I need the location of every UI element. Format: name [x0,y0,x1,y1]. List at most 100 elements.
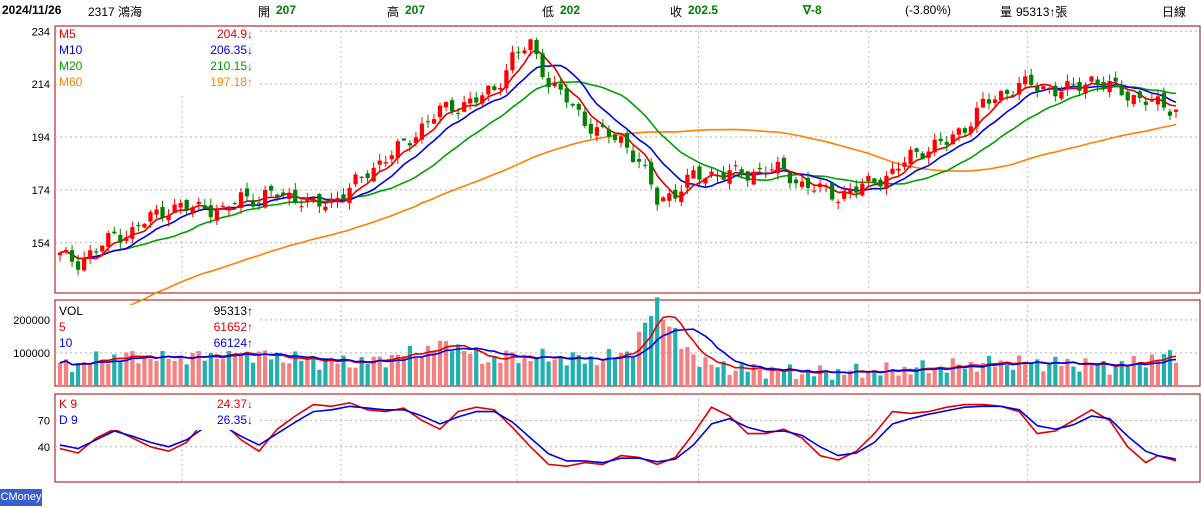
candle-body [902,162,907,167]
volume-bar [534,358,539,386]
candle-body [570,103,575,106]
candle-body [443,101,449,108]
volume-bar [220,358,225,386]
candle-body [510,52,515,71]
legend-name: VOL [59,304,84,318]
volume-bar [914,367,919,386]
volume-bar [902,366,907,386]
legend-value: 206.35↓ [210,43,253,57]
candle-body [166,215,171,221]
candle-body [956,128,961,135]
volume-tick-label: 100000 [13,348,50,360]
candle-body [1143,101,1148,105]
candle-body [721,172,726,180]
candle-body [395,141,400,159]
volume-bar [1053,356,1058,386]
candle-body [311,197,316,202]
candle-body [94,251,99,253]
candle-body [1023,76,1028,85]
volume-bar [1161,354,1167,386]
volume-bar [576,355,581,386]
candle-body [673,189,678,199]
volume-bar [1017,355,1022,386]
candle-body [142,223,147,228]
candle-body [287,193,292,199]
candle-body [763,173,768,175]
candle-body [323,206,328,211]
volume-bar [305,358,310,386]
volume-bar [63,359,69,386]
axis-labels: 2342141941741542000001000007040050607080… [13,26,50,454]
volume-bar [510,352,515,386]
change-value: ∇-8 [803,3,822,17]
volume-bar [956,364,961,386]
candle-body [564,88,569,103]
volume-bar [986,355,992,386]
candle-body [552,82,557,87]
candle-body [498,87,503,90]
candle-body [661,197,666,202]
volume-bar [75,362,81,386]
volume-bar [474,347,479,386]
volume-bar [824,371,829,386]
volume-bar [998,360,1004,386]
volume-bar [643,322,648,386]
volume-bar [950,358,955,386]
candle-body [1125,91,1130,101]
volume-bar [1071,366,1076,386]
volume-bar [528,360,533,386]
volume-bar [860,377,865,386]
candle-body [860,183,865,196]
cmoney-logo: CMoney [0,489,42,506]
volume-bar [94,351,99,386]
volume-bar [1035,359,1040,386]
candle-body [727,170,732,184]
volume-bar [498,362,503,386]
open-caption: 開 [258,5,271,19]
volume-bar [154,360,159,386]
candle-body [679,191,684,203]
volume-bar [926,373,931,386]
candle-body [480,95,485,104]
candle-body [317,194,322,207]
candle-body [522,50,527,54]
candle-body [1041,86,1046,90]
candle-body [112,231,117,234]
volume-bar [178,355,183,386]
volume-bar [932,367,937,386]
candle-body [733,165,738,167]
volume-bar [287,363,292,386]
ma20-path [59,80,1177,260]
candle-body [425,121,431,123]
candle-body [124,237,129,241]
date-label: 2024/11/26 [2,3,62,17]
price-tick-label: 214 [32,79,50,91]
candle-body [431,119,437,124]
volume-bar [1101,361,1106,386]
volume-bar [383,367,388,386]
candle-body [962,128,967,133]
volume-bar [944,372,949,386]
period-label[interactable]: 日線 [1162,5,1187,19]
volume-bar [359,357,364,386]
volume-bar [365,363,370,386]
ma5-path [59,48,1177,260]
volume-bar [1167,350,1173,386]
candle-body [896,168,901,171]
candle-body [974,107,980,127]
candle-body [805,177,811,188]
legend-value: 26.35↓ [216,413,253,427]
candle-body [745,171,750,181]
volume-bar [685,346,690,386]
ma20-line [59,80,1177,260]
candle-body [1131,95,1136,105]
volume-bar [805,369,811,386]
volume-bar [866,372,871,386]
candle-body [335,197,340,203]
change-percent: (-3.80%) [905,3,952,17]
volume-bar [1047,362,1052,386]
low-value: 202 [560,3,581,17]
open-value: 207 [276,3,297,17]
ma5-line [59,48,1177,260]
candle-body [389,155,394,160]
